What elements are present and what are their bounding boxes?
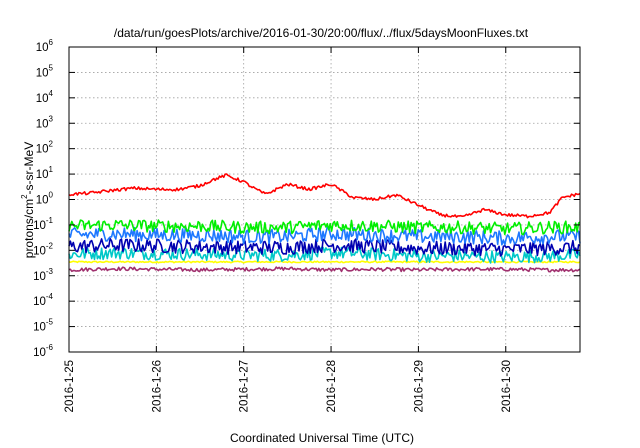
x-tick-label: 2016-1-29	[413, 360, 425, 412]
x-tick-label: 2016-1-26	[151, 360, 163, 412]
y-tick-label: 10-1	[33, 216, 53, 232]
y-tick-label: 10-5	[33, 318, 53, 334]
ticks: 10-6 10-5 10-4 10-3 10-2 10-1 100 101 102 103 104 1…	[33, 38, 580, 412]
y-tick-label: 10-6	[33, 343, 53, 359]
y-tick-label: 10-4	[33, 292, 53, 308]
y-axis-label-unit: protons/cm	[22, 199, 36, 258]
series-line-6	[68, 266, 581, 273]
series-line-3	[68, 237, 581, 257]
y-tick-label: 103	[36, 114, 54, 130]
series-layer	[68, 173, 581, 273]
y-tick-label: 105	[36, 63, 54, 79]
series-line-2	[68, 226, 581, 246]
y-tick-label: 10-3	[33, 267, 53, 283]
y-tick-label: 102	[36, 140, 54, 156]
y-tick-label: 104	[36, 89, 54, 105]
x-tick-label: 2016-1-27	[239, 360, 251, 412]
series-line-4	[68, 246, 581, 264]
svg-text:protons/cm2-s-sr-MeV: protons/cm2-s-sr-MeV	[20, 142, 36, 258]
y-tick-label: 106	[36, 38, 54, 54]
x-tick-label: 2016-1-25	[64, 360, 76, 412]
y-tick-label: 101	[36, 165, 54, 181]
grid	[69, 47, 580, 352]
y-tick-label: 100	[36, 191, 54, 207]
y-axis-label: protons/cm2-s-sr-MeV	[20, 142, 36, 258]
x-axis-label: Coordinated Universal Time (UTC)	[230, 431, 414, 445]
chart-title: /data/run/goesPlots/archive/2016-01-30/2…	[114, 26, 529, 40]
x-tick-label: 2016-1-28	[326, 360, 338, 412]
x-tick-label: 2016-1-30	[501, 360, 513, 412]
series-line-1	[68, 219, 581, 236]
y-axis-label-rest: -s-sr-MeV	[22, 142, 36, 195]
series-line-0	[68, 173, 581, 219]
y-axis-label-exponent: 2	[20, 194, 29, 199]
y-tick-label: 10-2	[33, 241, 53, 257]
